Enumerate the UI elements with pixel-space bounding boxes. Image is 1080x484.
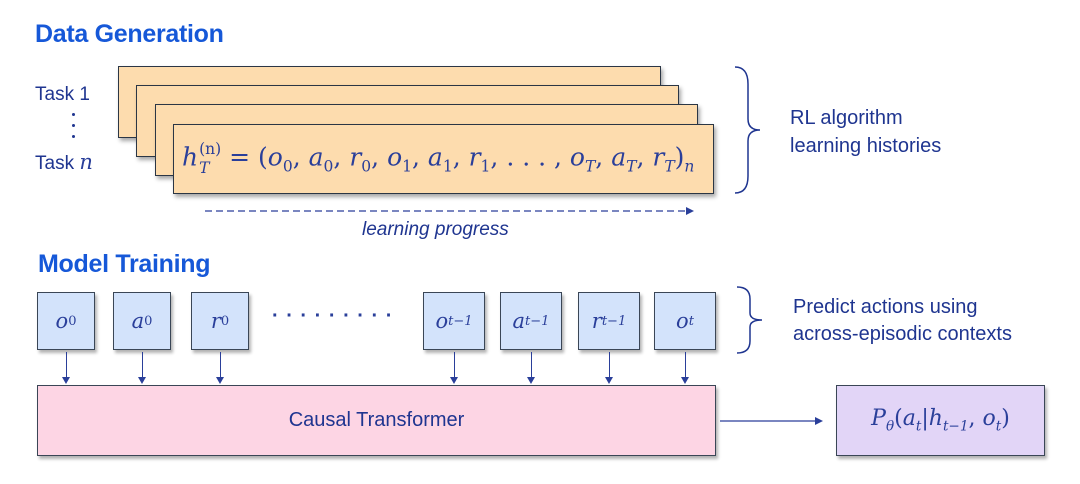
context-annotation-line2: across-episodic contexts: [793, 323, 1012, 345]
math-superscript: (n): [199, 140, 222, 158]
data-generation-title: Data Generation: [35, 20, 224, 48]
learning-progress-arrow: [205, 207, 694, 215]
math-subscript: t: [995, 418, 1002, 435]
math-symbol: ): [674, 142, 685, 172]
math-subscript: T: [664, 157, 675, 176]
math-subscript: 1: [402, 157, 412, 176]
math-variable: r: [591, 309, 602, 333]
output-arrow: [720, 417, 823, 425]
math-variable: a: [308, 142, 324, 172]
math-subscript: t−1: [525, 313, 550, 329]
math-symbol: |: [921, 406, 929, 432]
math-variable: a: [611, 142, 627, 172]
math-subscript: t−1: [942, 418, 969, 435]
math-script: (n) T: [199, 140, 222, 177]
task-last-prefix: Task: [35, 153, 75, 174]
math-subscript: 1: [480, 157, 491, 176]
math-variable: h: [928, 406, 943, 432]
math-symbol: ,: [371, 142, 388, 172]
math-symbol: ,: [968, 406, 983, 432]
math-subscript: T: [626, 157, 637, 176]
math-subscript: 0: [323, 157, 334, 176]
math-variable: a: [902, 406, 916, 432]
math-subscript: T: [584, 157, 596, 176]
history-brace: [734, 66, 761, 194]
math-symbol: ): [1001, 406, 1010, 432]
math-symbol: ,: [412, 142, 428, 172]
math-subscript: 0: [144, 313, 153, 329]
token-box: a t−1: [500, 292, 562, 350]
math-symbol: = (: [221, 142, 268, 172]
history-formula: h (n) T = (o0, a0, r0, o1, a1, r1, . . . ,…: [182, 140, 695, 177]
math-variable: o: [387, 142, 403, 172]
context-annotation: Predict actions using across-episodic co…: [793, 294, 1012, 348]
causal-transformer-box: Causal Transformer: [37, 385, 716, 456]
math-variable: P: [871, 406, 886, 432]
token-arrow: [681, 352, 689, 384]
task-first-label: Task 1: [35, 84, 90, 105]
math-symbol: ,: [452, 142, 469, 172]
math-subscript: t−1: [601, 313, 627, 329]
math-subscript: 1: [442, 157, 453, 176]
context-brace: [736, 286, 763, 354]
math-symbol: (: [894, 406, 903, 432]
token-arrow: [605, 352, 613, 384]
math-symbol: , . . . ,: [490, 142, 570, 172]
math-variable: a: [427, 142, 443, 172]
math-symbol: ,: [333, 142, 350, 172]
token-arrow: [527, 352, 535, 384]
task-last-var: n: [79, 150, 93, 174]
causal-transformer-label: Causal Transformer: [288, 409, 465, 431]
math-subscript: t: [915, 418, 922, 435]
output-formula: Pθ(at|ht−1, ot): [871, 406, 1010, 434]
math-subscript: t−1: [448, 313, 473, 329]
history-annotation-line2: learning histories: [790, 135, 942, 157]
output-box: Pθ(at|ht−1, ot): [836, 385, 1045, 456]
token-arrow: [450, 352, 458, 384]
math-symbol: ,: [636, 142, 653, 172]
math-subscript: 0: [220, 313, 230, 329]
math-subscript: 0: [282, 157, 293, 176]
math-variable: h: [182, 142, 199, 172]
token-box: o t−1: [423, 292, 485, 350]
math-variable: o: [435, 309, 449, 333]
math-variable: o: [982, 406, 996, 432]
math-variable: o: [569, 142, 585, 172]
math-subscript: 0: [68, 313, 77, 329]
math-variable: a: [131, 309, 145, 333]
math-variable: o: [676, 309, 689, 333]
math-variable: a: [512, 309, 526, 333]
token-ellipsis: · · · · · · · · ·: [272, 305, 394, 327]
math-subscript: t: [688, 313, 694, 329]
math-symbol: ,: [292, 142, 309, 172]
math-symbol: ,: [595, 142, 612, 172]
math-subscript: n: [684, 157, 695, 176]
token-arrow: [138, 352, 146, 384]
math-variable: o: [267, 142, 283, 172]
math-subscript: 0: [361, 157, 372, 176]
history-annotation-line1: RL algorithm: [790, 107, 903, 129]
math-subscript: θ: [885, 418, 895, 435]
math-variable: o: [55, 309, 69, 333]
history-card-n: h (n) T = (o0, a0, r0, o1, a1, r1, . . . ,…: [173, 124, 714, 194]
task-last-label: Task n: [35, 150, 93, 175]
history-annotation: RL algorithm learning histories: [790, 104, 941, 160]
math-variable: r: [652, 142, 665, 172]
token-arrow: [62, 352, 70, 384]
math-variable: r: [349, 142, 362, 172]
token-arrow: [216, 352, 224, 384]
math-variable: r: [210, 309, 221, 333]
model-training-title: Model Training: [38, 250, 211, 278]
learning-progress-label: learning progress: [362, 219, 509, 240]
context-annotation-line1: Predict actions using: [793, 296, 978, 318]
vertical-ellipsis: [72, 113, 76, 138]
math-variable: r: [468, 142, 481, 172]
math-subscript: T: [199, 158, 210, 177]
token-box: r t−1: [578, 292, 640, 350]
